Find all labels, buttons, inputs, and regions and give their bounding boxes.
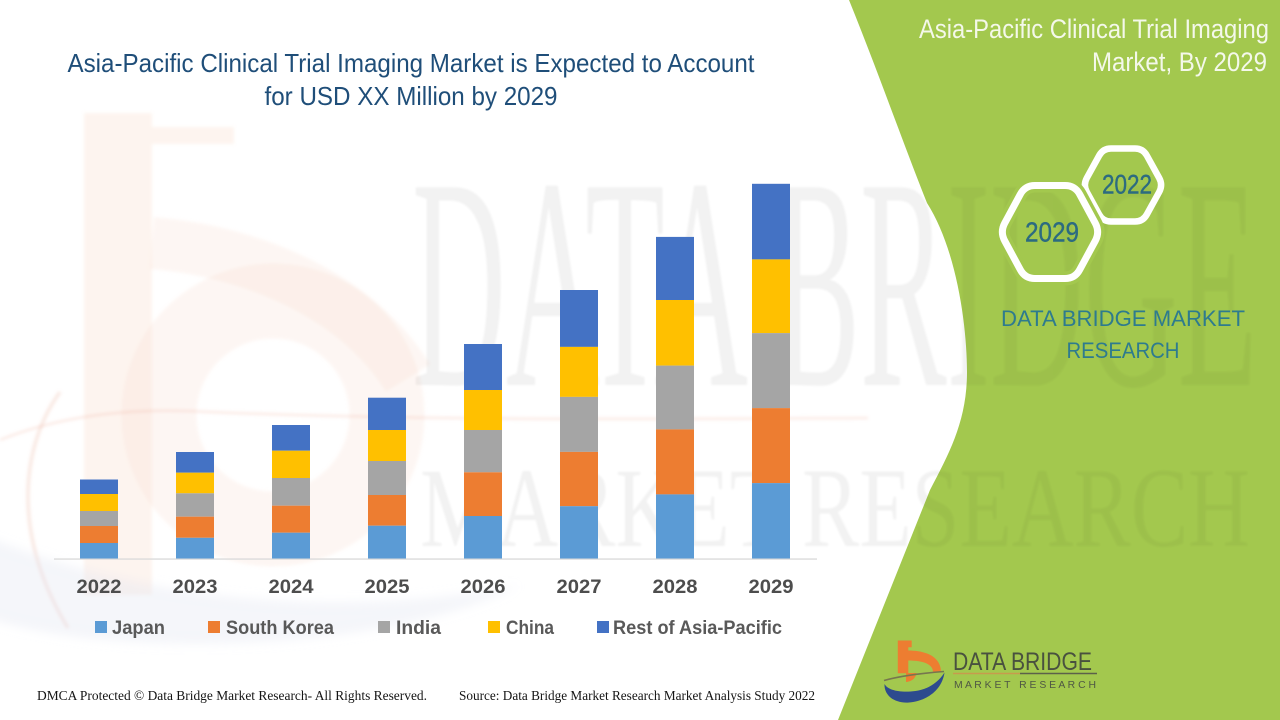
svg-text:DATA BRIDGE: DATA BRIDGE [953,648,1092,676]
svg-text:Asia-Pacific Clinical Trial Im: Asia-Pacific Clinical Trial Imaging Mark… [68,48,756,78]
svg-text:2022: 2022 [1102,170,1152,200]
svg-text:Rest of Asia-Pacific: Rest of Asia-Pacific [613,618,782,639]
svg-text:2024: 2024 [269,576,314,598]
svg-text:South Korea: South Korea [226,618,334,639]
svg-text:2022: 2022 [77,576,122,598]
svg-text:2028: 2028 [653,576,698,598]
svg-text:DATA BRIDGE MARKET: DATA BRIDGE MARKET [1001,306,1245,331]
svg-text:RESEARCH: RESEARCH [1067,338,1180,363]
svg-text:2025: 2025 [365,576,410,598]
svg-text:China: China [506,618,554,639]
svg-text:2023: 2023 [173,576,218,598]
svg-text:2027: 2027 [557,576,602,598]
svg-text:M A R K E T R E S E A R C H: M A R K E T R E S E A R C H [954,680,1096,691]
svg-text:2026: 2026 [461,576,506,598]
svg-text:Market, By 2029: Market, By 2029 [1092,47,1267,77]
svg-text:Asia-Pacific Clinical Trial Im: Asia-Pacific Clinical Trial Imaging [919,14,1269,44]
svg-text:DMCA Protected © Data Bridge M: DMCA Protected © Data Bridge Market Rese… [37,688,427,703]
svg-text:India: India [396,618,441,639]
svg-text:2029: 2029 [1025,217,1079,248]
svg-text:Source: Data Bridge Market Res: Source: Data Bridge Market Research Mark… [459,688,815,703]
svg-text:Japan: Japan [112,618,165,639]
svg-text:2029: 2029 [749,576,794,598]
svg-text:for USD XX Million by 2029: for USD XX Million by 2029 [265,81,558,111]
